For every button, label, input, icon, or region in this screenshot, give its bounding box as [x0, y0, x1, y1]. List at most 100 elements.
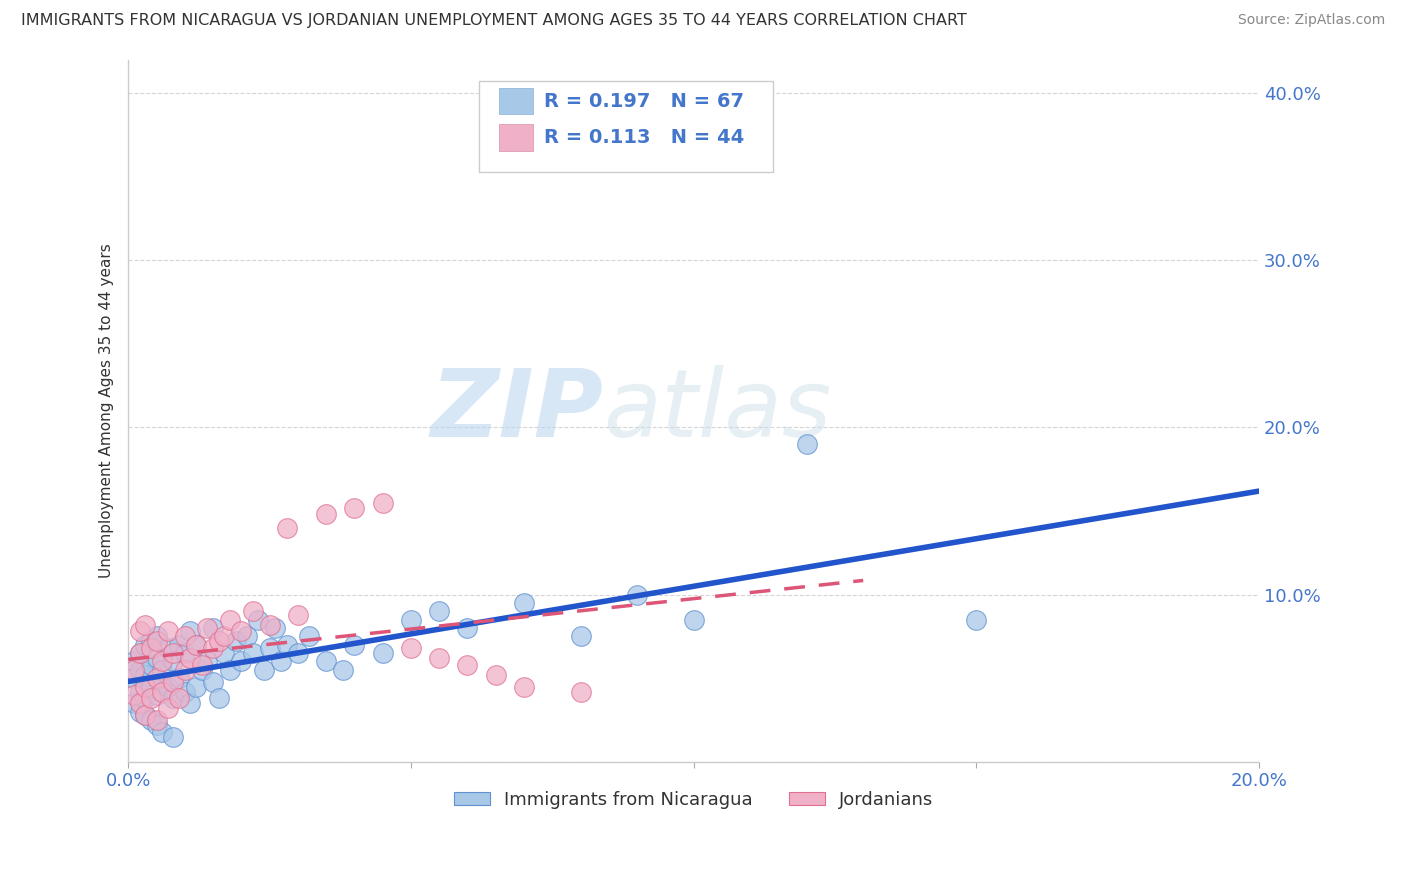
Jordanians [145, 671, 167, 685]
Immigrants from Nicaragua [162, 655, 184, 669]
Immigrants from Nicaragua [139, 713, 162, 727]
Jordanians [179, 651, 201, 665]
Jordanians [162, 646, 184, 660]
Jordanians [513, 680, 536, 694]
Jordanians [173, 663, 195, 677]
Jordanians [150, 655, 173, 669]
Immigrants from Nicaragua [259, 641, 281, 656]
Immigrants from Nicaragua [190, 663, 212, 677]
Jordanians [128, 624, 150, 639]
Immigrants from Nicaragua [179, 624, 201, 639]
Jordanians [208, 634, 231, 648]
Immigrants from Nicaragua [134, 691, 156, 706]
Immigrants from Nicaragua [156, 680, 179, 694]
Immigrants from Nicaragua [796, 437, 818, 451]
Immigrants from Nicaragua [276, 638, 298, 652]
Jordanians [167, 691, 190, 706]
Immigrants from Nicaragua [128, 646, 150, 660]
Immigrants from Nicaragua [184, 680, 207, 694]
Immigrants from Nicaragua [202, 621, 225, 635]
Immigrants from Nicaragua [242, 646, 264, 660]
Jordanians [399, 641, 422, 656]
Immigrants from Nicaragua [162, 691, 184, 706]
Y-axis label: Unemployment Among Ages 35 to 44 years: Unemployment Among Ages 35 to 44 years [100, 244, 114, 578]
Immigrants from Nicaragua [173, 646, 195, 660]
Text: Source: ZipAtlas.com: Source: ZipAtlas.com [1237, 13, 1385, 28]
Immigrants from Nicaragua [122, 655, 145, 669]
Jordanians [569, 684, 592, 698]
Immigrants from Nicaragua [253, 663, 276, 677]
Immigrants from Nicaragua [122, 671, 145, 685]
Immigrants from Nicaragua [247, 613, 270, 627]
Jordanians [242, 604, 264, 618]
Text: R = 0.113   N = 44: R = 0.113 N = 44 [544, 128, 745, 147]
Immigrants from Nicaragua [569, 629, 592, 643]
Jordanians [134, 680, 156, 694]
Jordanians [162, 674, 184, 689]
Jordanians [427, 651, 450, 665]
Jordanians [156, 701, 179, 715]
Immigrants from Nicaragua [236, 629, 259, 643]
Text: IMMIGRANTS FROM NICARAGUA VS JORDANIAN UNEMPLOYMENT AMONG AGES 35 TO 44 YEARS CO: IMMIGRANTS FROM NICARAGUA VS JORDANIAN U… [21, 13, 967, 29]
Immigrants from Nicaragua [179, 696, 201, 710]
Immigrants from Nicaragua [156, 641, 179, 656]
Immigrants from Nicaragua [134, 638, 156, 652]
Immigrants from Nicaragua [150, 663, 173, 677]
Immigrants from Nicaragua [202, 674, 225, 689]
Jordanians [231, 624, 253, 639]
Immigrants from Nicaragua [134, 708, 156, 723]
Immigrants from Nicaragua [134, 668, 156, 682]
Jordanians [134, 617, 156, 632]
Immigrants from Nicaragua [197, 655, 219, 669]
Jordanians [485, 668, 508, 682]
Immigrants from Nicaragua [162, 730, 184, 744]
Immigrants from Nicaragua [270, 655, 292, 669]
Immigrants from Nicaragua [682, 613, 704, 627]
Jordanians [371, 495, 394, 509]
Jordanians [287, 607, 309, 622]
Immigrants from Nicaragua [150, 674, 173, 689]
Immigrants from Nicaragua [122, 696, 145, 710]
Immigrants from Nicaragua [128, 705, 150, 719]
Immigrants from Nicaragua [145, 718, 167, 732]
Legend: Immigrants from Nicaragua, Jordanians: Immigrants from Nicaragua, Jordanians [446, 783, 941, 816]
Bar [499, 124, 533, 151]
Jordanians [190, 657, 212, 672]
Text: R = 0.197   N = 67: R = 0.197 N = 67 [544, 92, 744, 111]
Jordanians [197, 621, 219, 635]
Immigrants from Nicaragua [315, 655, 337, 669]
Immigrants from Nicaragua [371, 646, 394, 660]
FancyBboxPatch shape [479, 80, 773, 172]
Jordanians [134, 708, 156, 723]
Immigrants from Nicaragua [167, 638, 190, 652]
Jordanians [214, 629, 236, 643]
Immigrants from Nicaragua [298, 629, 321, 643]
Jordanians [150, 684, 173, 698]
Immigrants from Nicaragua [145, 688, 167, 702]
Immigrants from Nicaragua [150, 724, 173, 739]
Jordanians [139, 691, 162, 706]
Immigrants from Nicaragua [513, 596, 536, 610]
Jordanians [276, 521, 298, 535]
Jordanians [343, 500, 366, 515]
Jordanians [128, 696, 150, 710]
Jordanians [122, 688, 145, 702]
Immigrants from Nicaragua [264, 621, 287, 635]
Text: ZIP: ZIP [430, 365, 603, 457]
Immigrants from Nicaragua [287, 646, 309, 660]
Jordanians [139, 641, 162, 656]
Bar [499, 87, 533, 114]
Immigrants from Nicaragua [427, 604, 450, 618]
Immigrants from Nicaragua [139, 680, 162, 694]
Immigrants from Nicaragua [399, 613, 422, 627]
Immigrants from Nicaragua [965, 613, 987, 627]
Immigrants from Nicaragua [208, 691, 231, 706]
Jordanians [145, 634, 167, 648]
Immigrants from Nicaragua [145, 651, 167, 665]
Jordanians [259, 617, 281, 632]
Immigrants from Nicaragua [128, 684, 150, 698]
Jordanians [122, 663, 145, 677]
Jordanians [173, 629, 195, 643]
Immigrants from Nicaragua [139, 657, 162, 672]
Jordanians [184, 638, 207, 652]
